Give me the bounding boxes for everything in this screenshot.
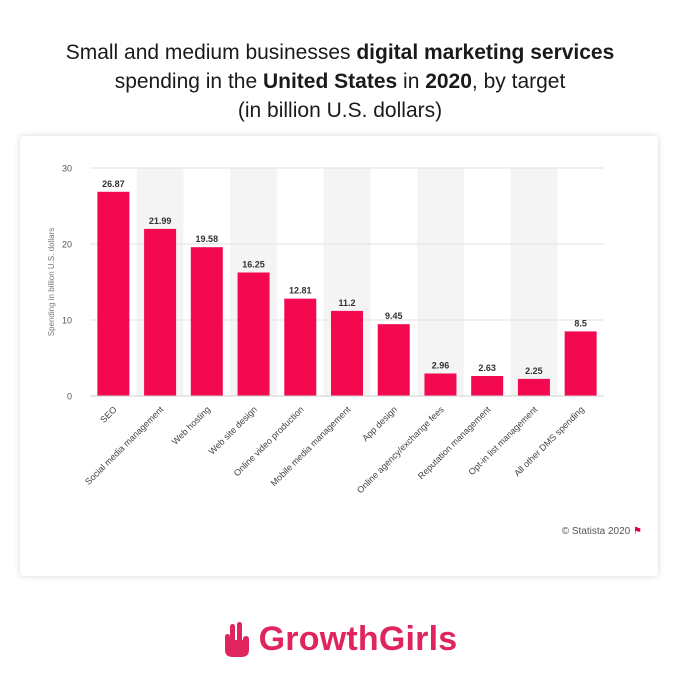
x-tick-label: Online agency/exchange fees [355, 404, 446, 495]
bar-2[interactable] [190, 247, 223, 396]
y-tick-label: 10 [62, 316, 72, 326]
peace-hand-icon [224, 621, 249, 657]
data-label: 26.87 [102, 179, 125, 189]
data-label: 2.63 [478, 363, 496, 373]
statista-credit[interactable]: © Statista 2020 ⚑ [561, 526, 642, 537]
data-label: 16.25 [242, 260, 265, 270]
data-label: 11.2 [338, 298, 355, 308]
y-tick-label: 0 [67, 392, 72, 402]
x-tick-label: Web hosting [170, 404, 212, 446]
band-9 [510, 168, 558, 396]
band-7 [417, 168, 464, 396]
bar-9[interactable] [517, 378, 550, 396]
data-label: 12.81 [289, 286, 312, 296]
bar-chart: 0 10 20 30 Spending in billion U.S. dollars 2… [47, 164, 604, 495]
chart-title: Small and medium businesses digital mark… [65, 41, 615, 122]
bar-4[interactable] [284, 298, 317, 396]
y-tick-label: 20 [62, 240, 72, 250]
data-label: 2.25 [525, 366, 543, 376]
growthgirls-logo: GrowthGirls [0, 620, 680, 659]
x-tick-label: SEO [98, 404, 119, 425]
data-label: 2.96 [432, 361, 450, 371]
bar-1[interactable] [144, 228, 177, 396]
data-label: 9.45 [385, 311, 403, 321]
data-label: 19.58 [196, 234, 219, 244]
bar-0[interactable] [97, 191, 130, 396]
data-label: 8.5 [574, 318, 587, 328]
logo-text: GrowthGirls [258, 620, 458, 658]
bar-7[interactable] [424, 373, 457, 396]
bar-10[interactable] [564, 331, 597, 396]
bar-8[interactable] [471, 376, 504, 396]
flag-icon: ⚑ [633, 526, 642, 537]
bar-5[interactable] [331, 310, 363, 396]
bar-6[interactable] [377, 324, 410, 396]
x-tick-label: App design [360, 404, 399, 443]
x-tick-label: Web site design [207, 404, 259, 456]
data-label: 21.99 [149, 216, 172, 226]
chart-card: 0 10 20 30 Spending in billion U.S. dollars 2… [20, 136, 658, 576]
y-axis-label: Spending in billion U.S. dollars [47, 228, 56, 337]
x-tick-label: Social media management [83, 404, 166, 487]
bar-3[interactable] [237, 272, 270, 397]
x-tick-label: Mobile media management [269, 404, 353, 488]
y-tick-label: 30 [62, 164, 72, 174]
